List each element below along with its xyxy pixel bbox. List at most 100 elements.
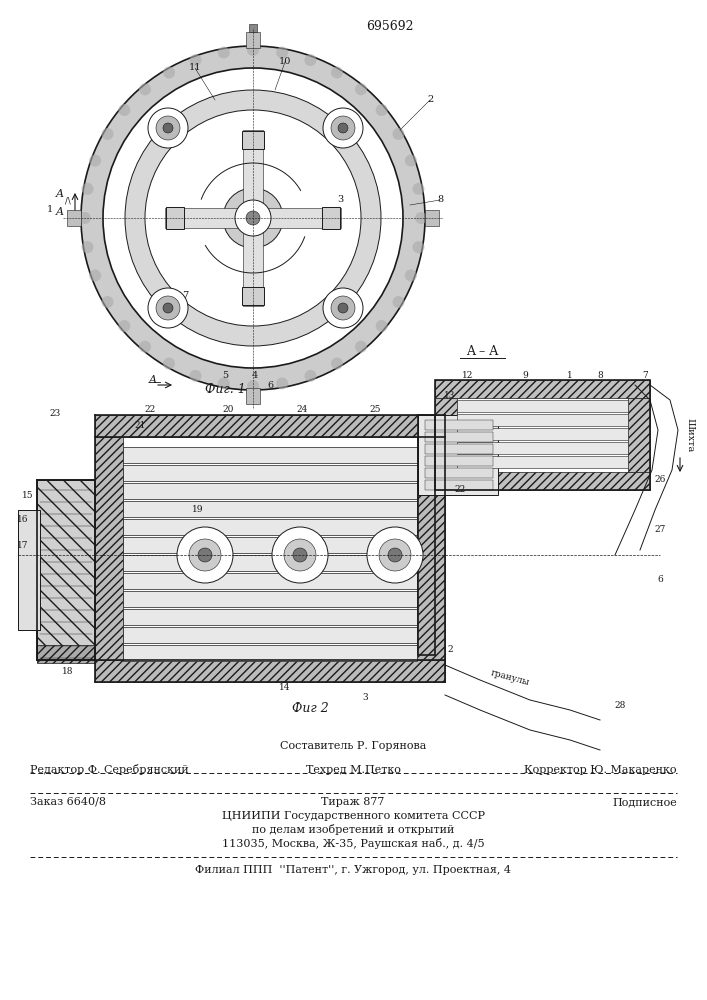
Text: Фиг. 1: Фиг. 1 bbox=[204, 383, 245, 396]
Text: 9: 9 bbox=[522, 370, 528, 379]
Text: Составитель Р. Горянова: Составитель Р. Горянова bbox=[280, 741, 426, 751]
Bar bbox=[18, 510, 40, 630]
Bar bbox=[246, 388, 260, 404]
Bar bbox=[418, 415, 435, 655]
Text: 13: 13 bbox=[444, 390, 456, 399]
Text: Заказ 6640/8: Заказ 6640/8 bbox=[30, 797, 106, 807]
Text: A: A bbox=[56, 207, 64, 217]
Circle shape bbox=[246, 211, 260, 225]
Circle shape bbox=[415, 212, 427, 224]
Bar bbox=[435, 380, 650, 398]
Text: 23: 23 bbox=[49, 408, 61, 418]
Circle shape bbox=[118, 320, 130, 332]
Bar bbox=[425, 468, 493, 478]
Bar bbox=[457, 442, 628, 454]
Circle shape bbox=[331, 116, 355, 140]
Bar bbox=[435, 380, 650, 490]
Bar bbox=[18, 510, 40, 630]
Text: 3: 3 bbox=[362, 694, 368, 702]
Bar bbox=[123, 519, 417, 535]
Bar bbox=[123, 465, 417, 481]
Ellipse shape bbox=[103, 68, 403, 368]
Text: 20: 20 bbox=[222, 406, 234, 414]
Text: 25: 25 bbox=[369, 406, 381, 414]
Circle shape bbox=[139, 341, 151, 353]
Circle shape bbox=[388, 548, 402, 562]
Text: гранулы: гранулы bbox=[490, 668, 531, 687]
Bar bbox=[166, 207, 184, 229]
Text: 26: 26 bbox=[654, 476, 666, 485]
Bar bbox=[322, 207, 340, 229]
Circle shape bbox=[305, 54, 317, 66]
Bar bbox=[123, 645, 417, 661]
Bar bbox=[418, 415, 498, 495]
Circle shape bbox=[405, 155, 417, 167]
Text: ЦНИИПИ Государственного комитета СССР: ЦНИИПИ Государственного комитета СССР bbox=[221, 811, 484, 821]
Bar bbox=[37, 480, 95, 660]
Circle shape bbox=[163, 357, 175, 369]
Circle shape bbox=[355, 341, 367, 353]
Bar bbox=[123, 573, 417, 589]
Bar bbox=[95, 437, 123, 660]
Text: 7: 7 bbox=[642, 370, 648, 379]
Circle shape bbox=[276, 47, 288, 59]
Bar bbox=[457, 414, 628, 426]
Text: 5: 5 bbox=[222, 370, 228, 379]
Text: A: A bbox=[149, 375, 157, 385]
Text: 28: 28 bbox=[614, 700, 626, 710]
Bar bbox=[425, 420, 493, 430]
Circle shape bbox=[81, 183, 93, 195]
Text: Тираж 877: Тираж 877 bbox=[321, 797, 385, 807]
Text: A: A bbox=[56, 189, 64, 199]
Circle shape bbox=[235, 200, 271, 236]
Text: Филиал ППП  ''Патент'', г. Ужгород, ул. Проектная, 4: Филиал ППП ''Патент'', г. Ужгород, ул. П… bbox=[195, 865, 511, 875]
Circle shape bbox=[412, 241, 424, 253]
Polygon shape bbox=[265, 208, 341, 228]
Bar bbox=[246, 32, 260, 48]
Bar bbox=[95, 660, 445, 682]
Circle shape bbox=[118, 104, 130, 116]
Circle shape bbox=[331, 67, 343, 79]
Circle shape bbox=[367, 527, 423, 583]
Bar bbox=[37, 645, 95, 663]
Circle shape bbox=[189, 539, 221, 571]
Circle shape bbox=[189, 370, 201, 382]
Text: 17: 17 bbox=[17, 540, 29, 550]
Text: 10: 10 bbox=[279, 57, 291, 66]
Text: 11: 11 bbox=[189, 64, 201, 73]
Circle shape bbox=[139, 83, 151, 95]
Circle shape bbox=[223, 188, 283, 248]
Circle shape bbox=[272, 527, 328, 583]
Bar bbox=[628, 398, 650, 472]
Bar bbox=[67, 210, 81, 226]
Bar bbox=[425, 432, 493, 442]
Bar bbox=[123, 591, 417, 607]
Text: Техред М.Петко: Техред М.Петко bbox=[305, 765, 400, 775]
Text: 1: 1 bbox=[47, 206, 53, 215]
Circle shape bbox=[89, 269, 101, 281]
Circle shape bbox=[405, 269, 417, 281]
Bar bbox=[242, 287, 264, 305]
Circle shape bbox=[338, 123, 348, 133]
Circle shape bbox=[247, 44, 259, 56]
Bar bbox=[435, 472, 650, 490]
Circle shape bbox=[163, 303, 173, 313]
Circle shape bbox=[218, 47, 230, 59]
Text: 24: 24 bbox=[296, 406, 308, 414]
Bar bbox=[123, 501, 417, 517]
Circle shape bbox=[218, 377, 230, 389]
Text: Редактор Ф. Серебрянский: Редактор Ф. Серебрянский bbox=[30, 764, 189, 775]
Text: 16: 16 bbox=[17, 516, 29, 524]
Bar bbox=[123, 609, 417, 625]
Circle shape bbox=[331, 296, 355, 320]
Circle shape bbox=[198, 548, 212, 562]
Ellipse shape bbox=[81, 46, 425, 390]
Circle shape bbox=[375, 104, 387, 116]
Text: 695692: 695692 bbox=[366, 20, 414, 33]
Text: Шихта: Шихта bbox=[685, 418, 694, 452]
Circle shape bbox=[102, 296, 114, 308]
Text: 7: 7 bbox=[182, 290, 188, 300]
Bar bbox=[123, 555, 417, 571]
Bar bbox=[457, 400, 628, 412]
Polygon shape bbox=[243, 230, 263, 306]
